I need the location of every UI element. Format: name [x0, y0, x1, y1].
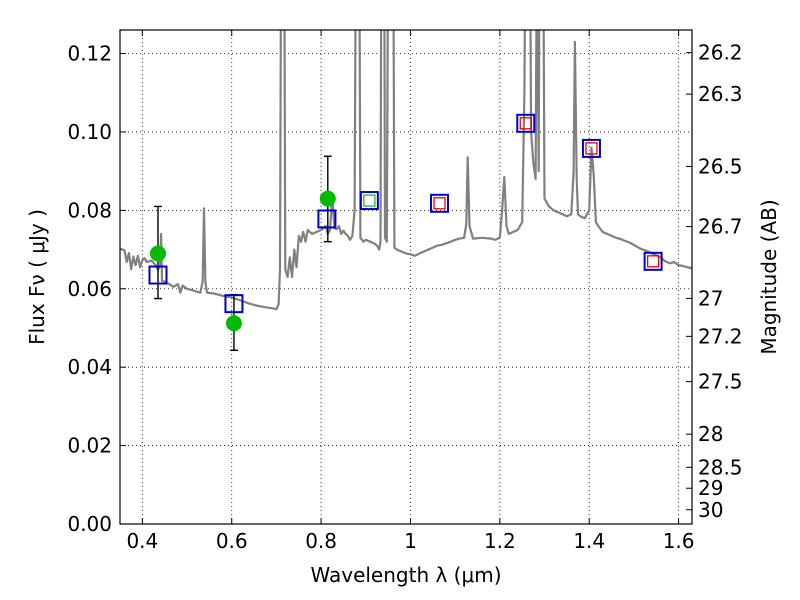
mag-tick-label: 28 [698, 422, 723, 446]
model-point [148, 265, 168, 285]
model-point [430, 193, 450, 213]
right-axis-label: Magnitude (AB) [757, 199, 781, 354]
x-tick-label: 1 [404, 529, 417, 553]
y-tick-label: 0.00 [67, 512, 112, 536]
spectrum-layer [120, 30, 692, 311]
model-point [581, 138, 601, 158]
mag-tick-label: 26.7 [698, 215, 743, 239]
model-point [643, 251, 663, 271]
x-tick-label: 1.2 [484, 529, 516, 553]
mag-tick-label: 27.2 [698, 324, 743, 348]
x-tick-label: 0.8 [305, 529, 337, 553]
x-axis-label: Wavelength λ (μm) [310, 563, 501, 587]
observed-point [149, 245, 166, 262]
inner-point [363, 194, 376, 207]
y-tick-label: 0.06 [67, 277, 112, 301]
observed-point [225, 315, 242, 332]
y-tick-label: 0.04 [67, 355, 112, 379]
mag-tick-label: 26.5 [698, 154, 743, 178]
inner-point [585, 142, 598, 155]
points-layer [148, 113, 663, 352]
observed-point [319, 190, 336, 207]
x-tick-label: 1.6 [663, 529, 695, 553]
y-tick-label: 0.12 [67, 42, 112, 66]
mag-tick-label: 26.3 [698, 82, 743, 106]
y-tick-label: 0.10 [67, 120, 112, 144]
mag-tick-label: 26.2 [698, 41, 743, 65]
mag-tick-label: 29 [698, 476, 723, 500]
plot-frame [119, 29, 693, 525]
spectrum-line [120, 30, 692, 311]
mag-tick-label: 30 [698, 498, 723, 522]
model-point [516, 113, 536, 133]
model-point [359, 191, 379, 211]
mag-tick-label: 27 [698, 286, 723, 310]
y-tick-label: 0.02 [67, 434, 112, 458]
mag-tick-label: 27.5 [698, 370, 743, 394]
inner-point [433, 197, 446, 210]
y-axis-label: Flux Fν ( μJy ) [25, 209, 49, 345]
inner-point [519, 117, 532, 130]
mag-tick-label: 28.5 [698, 455, 743, 479]
model-point [224, 294, 244, 314]
ticks: 0.4 0.6 0.8 1 1.2 1.4 1.6 0.00 0.02 0.04 0.06 0.08 0… [67, 30, 743, 553]
x-tick-label: 0.6 [216, 529, 248, 553]
inner-point [646, 255, 660, 268]
y-tick-label: 0.08 [67, 198, 112, 222]
model-point [317, 209, 337, 229]
x-tick-label: 0.4 [126, 529, 158, 553]
x-tick-label: 1.4 [573, 529, 605, 553]
